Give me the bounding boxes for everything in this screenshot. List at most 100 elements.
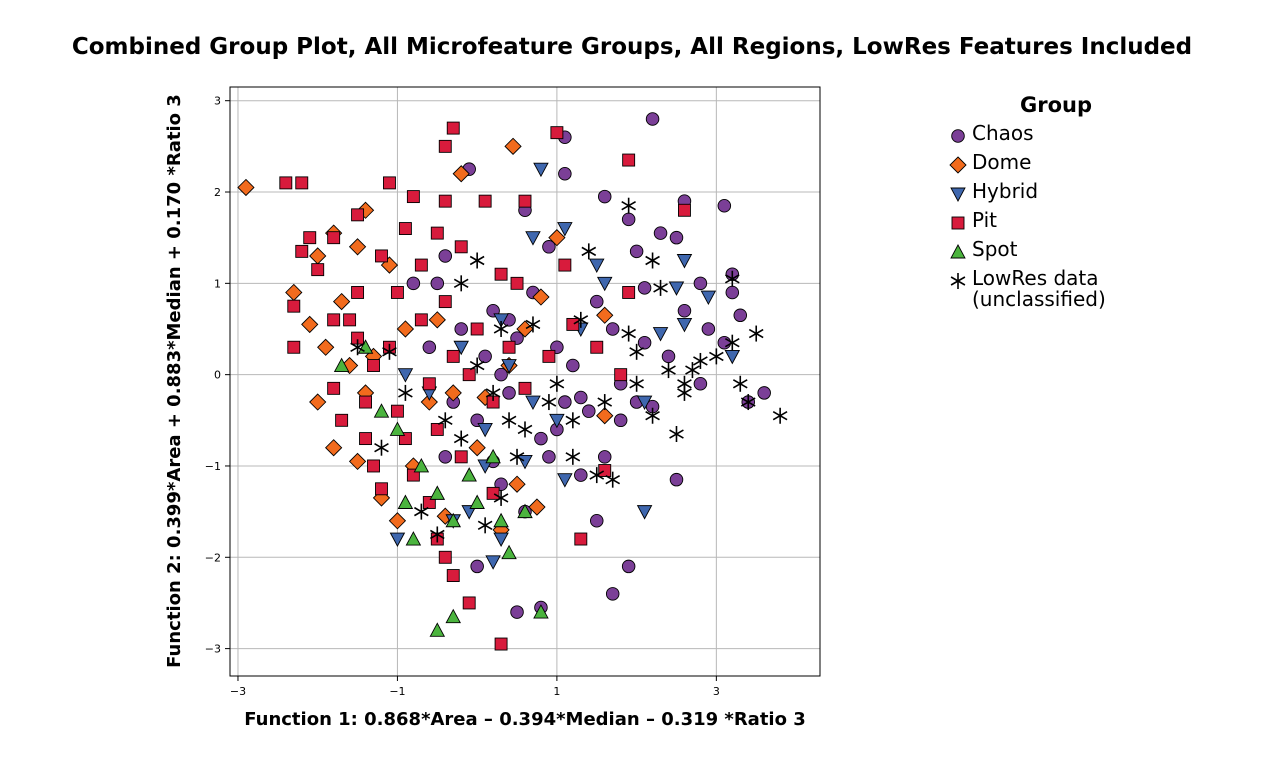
spot-point (413, 458, 430, 473)
chaos-point (669, 472, 684, 487)
dome-point (348, 238, 367, 256)
spot-point (389, 421, 406, 436)
pit-point (614, 368, 628, 382)
lowres-point (709, 348, 724, 365)
spot-point (485, 448, 501, 464)
lowres-point (589, 467, 605, 484)
pit-point (295, 244, 309, 258)
lowres-point (469, 252, 485, 269)
hybrid-point (589, 258, 605, 274)
lowres-point (485, 384, 501, 401)
pit-point (478, 194, 492, 208)
pit-point (295, 176, 309, 190)
legend-marker-shape (949, 156, 967, 174)
lowres-point (669, 426, 684, 443)
pit-point (414, 258, 428, 272)
dome-point (428, 311, 446, 329)
series-spot (333, 339, 549, 637)
spot-point (493, 512, 509, 528)
legend-marker-spot (950, 244, 966, 259)
chaos-point (478, 349, 492, 364)
chaos-point (590, 514, 604, 528)
spot-point (533, 604, 549, 619)
dome-point (285, 283, 303, 302)
y-tick-label: 0 (214, 369, 221, 382)
hybrid-point (533, 162, 549, 178)
pit-point (502, 340, 516, 354)
chaos-point (574, 468, 588, 482)
chaos-point (438, 249, 453, 263)
legend-item-hybrid: Hybrid (948, 181, 1188, 210)
dome-point (452, 165, 470, 183)
y-tick-label: −3 (205, 643, 221, 656)
x-tick-label: −1 (389, 685, 405, 698)
y-tick-label: −1 (205, 460, 221, 473)
chaos-point (613, 413, 628, 428)
lowres-point (748, 325, 764, 342)
pit-point (383, 176, 396, 190)
pit-point (550, 126, 564, 140)
chaos-point (470, 559, 484, 574)
pit-point (351, 286, 365, 299)
pit-point (327, 313, 341, 327)
pit-point (438, 194, 452, 208)
dome-point (332, 292, 351, 311)
lowres-point (437, 412, 453, 429)
legend-marker-shape (950, 273, 966, 289)
chaos-point (597, 450, 612, 464)
pit-point (327, 381, 341, 395)
hybrid-point (525, 395, 541, 410)
pit-point (518, 194, 532, 208)
legend: Group Chaos Dome Hybrid Pit Spot LowRes data … (948, 93, 1188, 316)
lowres-point (724, 334, 740, 351)
spot-point (445, 608, 461, 624)
legend-label: LowRes data (unclassified) (972, 266, 1106, 311)
pit-point (359, 395, 372, 409)
dome-point (317, 338, 335, 356)
dome-point (301, 315, 319, 334)
legend-marker-shape (950, 187, 966, 202)
hybrid-point (676, 254, 693, 269)
legend-marker-shape (951, 216, 965, 230)
dome-point (596, 407, 614, 425)
chaos-point (605, 587, 620, 601)
data-points (237, 112, 788, 651)
legend-marker-dome (949, 156, 967, 174)
chaos-point (661, 349, 676, 364)
chaos-point (621, 212, 636, 227)
pit-point (446, 569, 460, 583)
lowres-point (517, 421, 533, 438)
lowres-point (677, 384, 692, 401)
chaos-point (542, 450, 556, 464)
chaos-point (637, 281, 652, 295)
grid-lines (230, 87, 820, 676)
chaos-point (454, 322, 468, 336)
spot-point (405, 531, 422, 546)
lowres-point (469, 357, 485, 374)
dome-point (309, 247, 327, 265)
dome-point (348, 452, 367, 471)
dome-point (325, 439, 343, 457)
lowres-point (573, 311, 589, 328)
lowres-point (645, 407, 660, 424)
legend-item-dome: Dome (948, 152, 1188, 181)
chaos-point (566, 358, 580, 373)
pit-point (590, 340, 604, 354)
lowres-point (493, 489, 509, 506)
lowres-point (541, 394, 557, 411)
legend-label: Dome (972, 150, 1032, 174)
pit-point (390, 286, 404, 299)
y-tick-label: 3 (214, 95, 221, 108)
y-tick-label: 1 (214, 277, 221, 290)
pit-point (494, 267, 508, 281)
hybrid-point (557, 473, 573, 488)
hybrid-point (636, 395, 653, 410)
pit-point (462, 368, 476, 382)
pit-point (430, 226, 444, 240)
dome-point (532, 288, 550, 306)
lowres-point (661, 362, 676, 379)
lowres-point (597, 394, 613, 411)
legend-items: Chaos Dome Hybrid Pit Spot LowRes data (uncla… (948, 123, 1188, 316)
lowres-point (374, 439, 389, 456)
pit-point (279, 176, 293, 190)
